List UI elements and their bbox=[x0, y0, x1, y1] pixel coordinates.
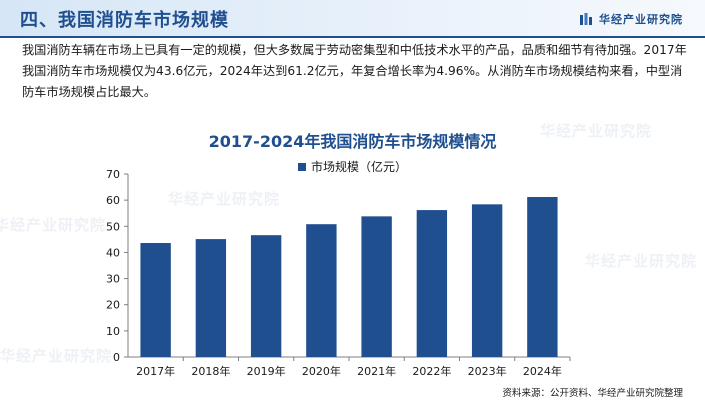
bar bbox=[306, 224, 337, 357]
bar bbox=[416, 210, 448, 357]
header-divider bbox=[0, 36, 705, 38]
bar-logo-icon bbox=[580, 13, 592, 25]
legend-label: 市场规模（亿元） bbox=[310, 160, 407, 174]
y-tick-label: 70 bbox=[106, 168, 120, 181]
bar bbox=[140, 243, 171, 357]
page-title: 四、我国消防车市场规模 bbox=[20, 10, 229, 31]
bar bbox=[471, 204, 503, 357]
y-tick-label: 10 bbox=[106, 325, 120, 338]
y-tick-label: 20 bbox=[106, 299, 120, 312]
y-tick-label: 60 bbox=[106, 194, 120, 207]
x-tick-label: 2019年 bbox=[247, 364, 286, 378]
chart-legend: 市场规模（亿元） bbox=[0, 158, 705, 175]
y-tick-label: 40 bbox=[106, 246, 120, 259]
y-tick-label: 30 bbox=[106, 273, 120, 286]
x-tick-label: 2020年 bbox=[302, 364, 341, 378]
chart-title: 2017-2024年我国消防车市场规模情况 bbox=[208, 132, 497, 151]
legend-swatch bbox=[297, 162, 306, 171]
x-tick-label: 2017年 bbox=[136, 364, 175, 378]
y-tick-label: 50 bbox=[106, 220, 120, 233]
bar bbox=[361, 216, 392, 357]
bar bbox=[527, 197, 558, 357]
x-tick-label: 2024年 bbox=[523, 364, 562, 378]
brand-name: 华经产业研究院 bbox=[599, 13, 683, 26]
y-tick-label: 0 bbox=[113, 351, 120, 364]
x-tick-label: 2018年 bbox=[191, 364, 230, 378]
intro-paragraph: 我国消防车辆在市场上已具有一定的规模，但大多数属于劳动密集型和中低技术水平的产品… bbox=[22, 43, 687, 99]
brand: 华经产业研究院 bbox=[579, 11, 683, 27]
x-tick-label: 2022年 bbox=[412, 364, 451, 378]
bar bbox=[195, 239, 227, 357]
x-tick-label: 2023年 bbox=[468, 364, 507, 378]
source-note: 资料来源：公开资料、华经产业研究院整理 bbox=[502, 388, 683, 399]
bar bbox=[250, 235, 282, 357]
x-tick-label: 2021年 bbox=[357, 364, 396, 378]
page-header: 四、我国消防车市场规模 华经产业研究院 bbox=[0, 0, 705, 36]
